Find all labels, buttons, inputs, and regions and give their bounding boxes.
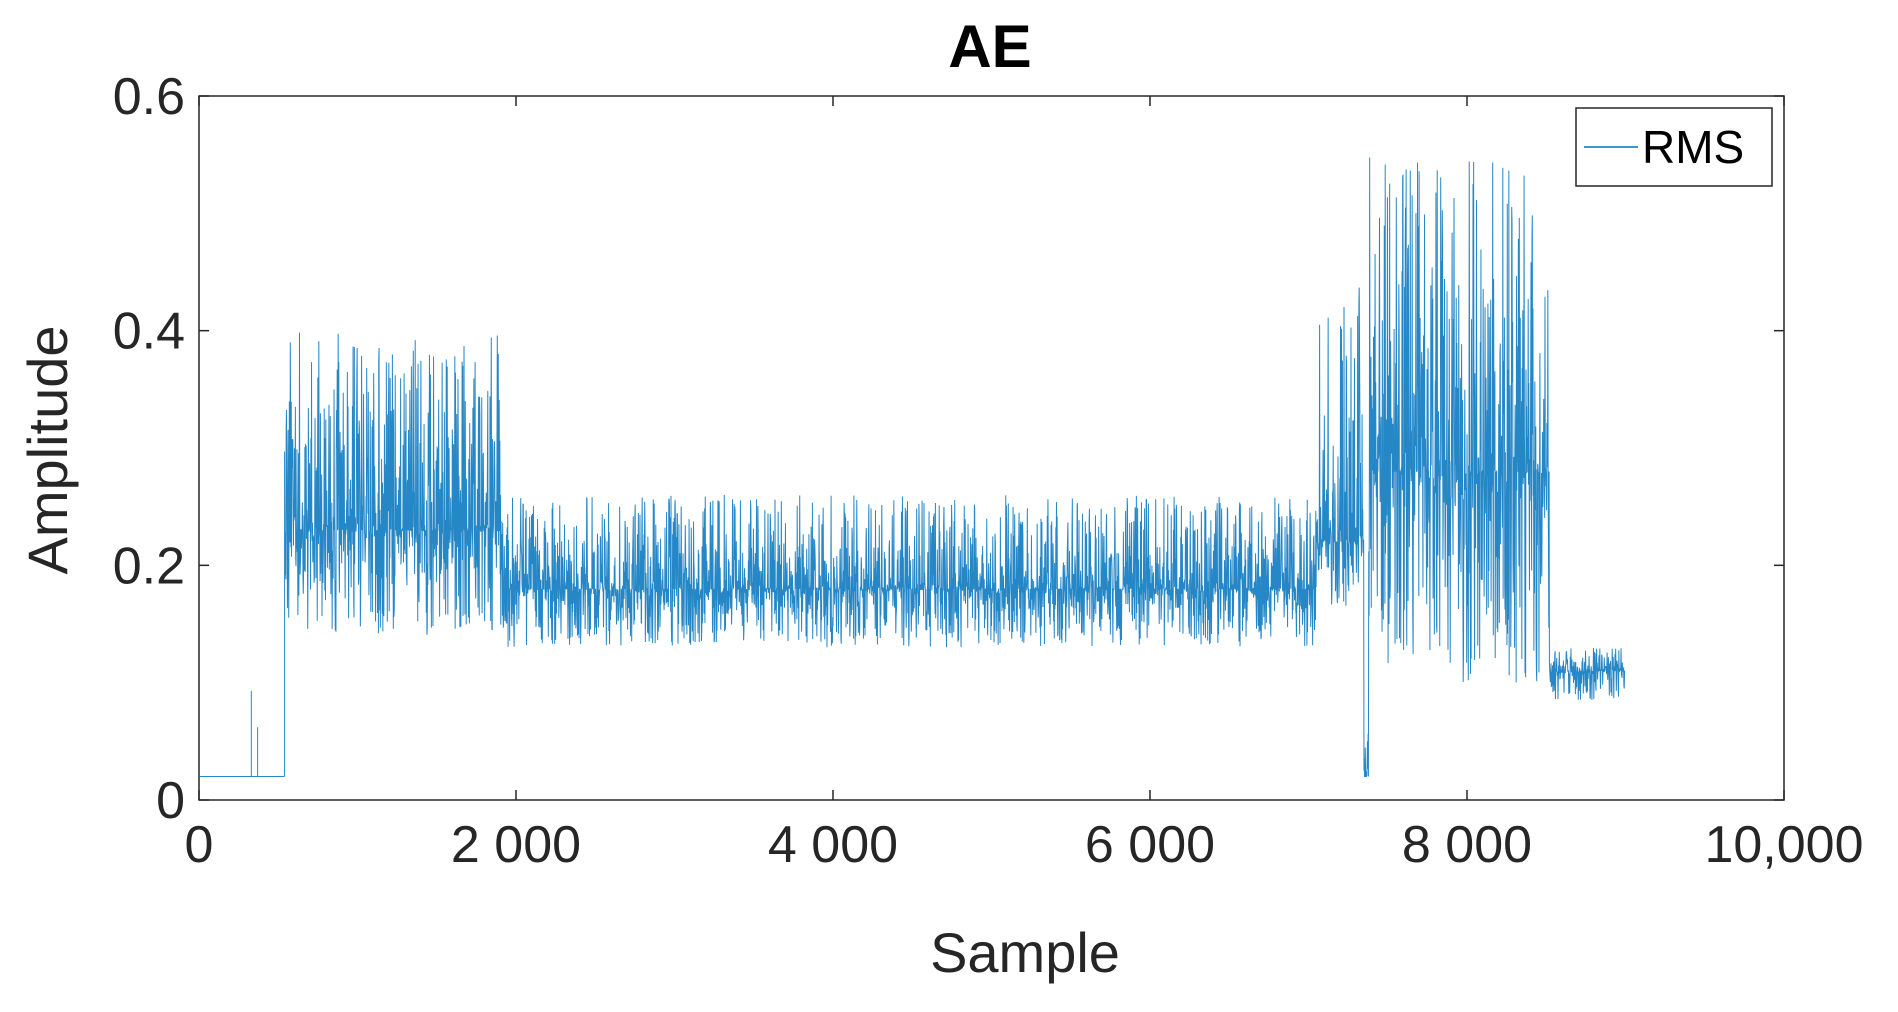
y-tick-label: 0.6 [113,68,185,126]
x-tick-label: 4 000 [768,816,898,874]
axes-box [198,95,1785,801]
chart-title: AE [948,13,1031,80]
y-tick-label: 0.4 [113,303,185,361]
plot-area: 0 2 000 4 000 6 000 8 000 10,000 0 0.2 0.4 0.6 RMS [113,68,1864,874]
x-tick-label: 0 [185,816,214,874]
series-line-rms [199,157,1626,778]
x-tick-label: 6 000 [1085,816,1215,874]
x-tick-label: 10,000 [1704,816,1863,874]
legend-label-rms: RMS [1642,121,1744,173]
x-tick-label: 8 000 [1402,816,1532,874]
x-axis-label: Sample [930,921,1120,984]
legend: RMS [1575,107,1773,187]
y-tick-label: 0 [156,772,185,830]
y-axis-label: Amplitude [16,325,79,574]
x-tick-label: 2 000 [451,816,581,874]
y-tick-label: 0.2 [113,537,185,595]
